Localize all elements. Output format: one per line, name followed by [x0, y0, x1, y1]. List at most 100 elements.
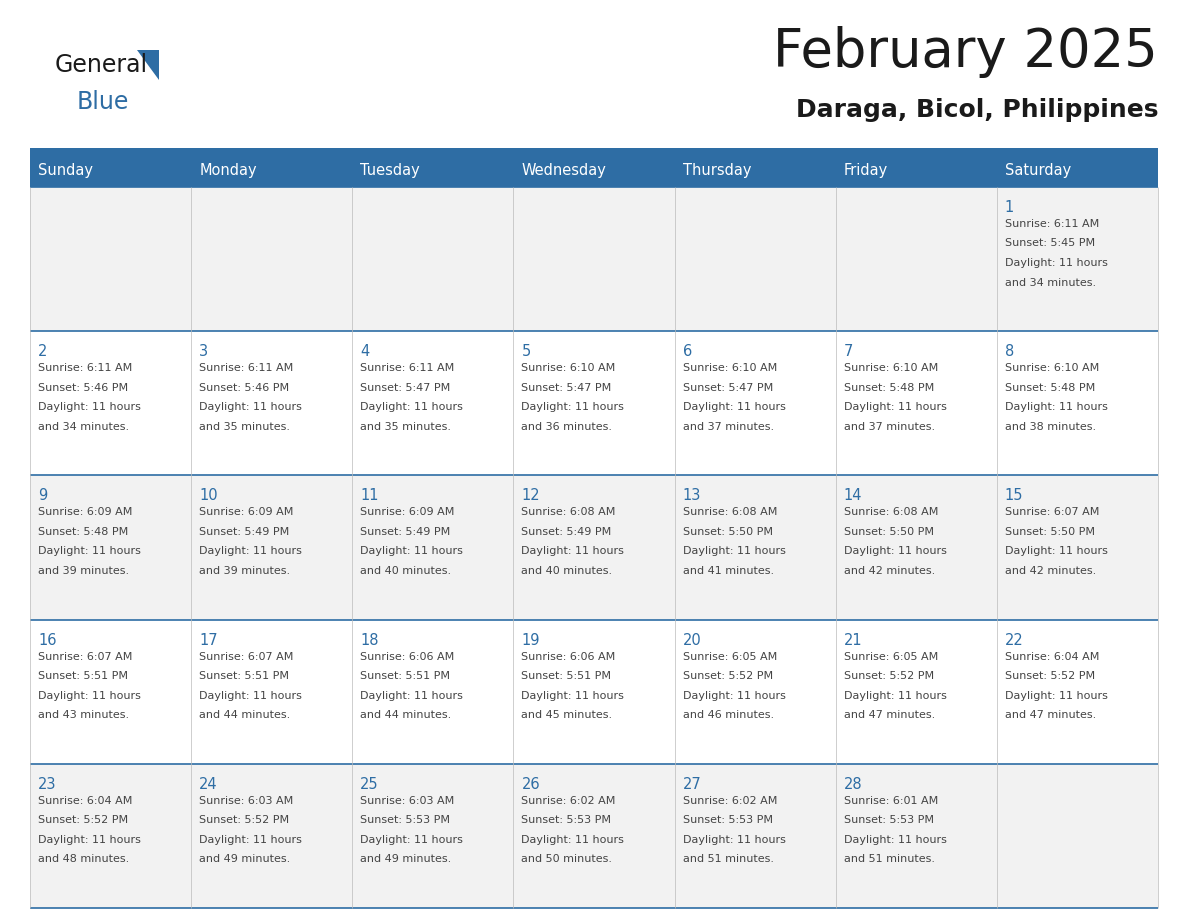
Text: 28: 28 — [843, 777, 862, 792]
Text: and 34 minutes.: and 34 minutes. — [38, 421, 129, 431]
Text: Saturday: Saturday — [1005, 163, 1072, 178]
Bar — [513, 155, 675, 187]
Text: 10: 10 — [200, 488, 217, 503]
Text: 2: 2 — [38, 344, 48, 359]
Text: Daylight: 11 hours: Daylight: 11 hours — [360, 690, 463, 700]
Text: Daraga, Bicol, Philippines: Daraga, Bicol, Philippines — [796, 98, 1158, 122]
Text: 14: 14 — [843, 488, 862, 503]
Text: Sunrise: 6:08 AM: Sunrise: 6:08 AM — [522, 508, 615, 518]
Text: Sunrise: 6:01 AM: Sunrise: 6:01 AM — [843, 796, 939, 806]
Text: Sunrise: 6:10 AM: Sunrise: 6:10 AM — [522, 364, 615, 374]
Text: February 2025: February 2025 — [773, 26, 1158, 78]
Text: Sunset: 5:48 PM: Sunset: 5:48 PM — [38, 527, 128, 537]
Bar — [675, 331, 835, 476]
Bar — [191, 187, 353, 331]
Text: and 34 minutes.: and 34 minutes. — [1005, 277, 1097, 287]
Text: Thursday: Thursday — [683, 163, 751, 178]
Text: Sunrise: 6:06 AM: Sunrise: 6:06 AM — [360, 652, 455, 662]
Text: and 51 minutes.: and 51 minutes. — [683, 855, 773, 865]
Text: and 42 minutes.: and 42 minutes. — [843, 565, 935, 576]
Bar — [675, 764, 835, 908]
Bar — [353, 620, 513, 764]
Text: and 36 minutes.: and 36 minutes. — [522, 421, 613, 431]
Text: and 38 minutes.: and 38 minutes. — [1005, 421, 1097, 431]
Text: Daylight: 11 hours: Daylight: 11 hours — [843, 834, 947, 845]
Text: 13: 13 — [683, 488, 701, 503]
Bar — [191, 764, 353, 908]
Bar — [353, 155, 513, 187]
Text: Sunrise: 6:03 AM: Sunrise: 6:03 AM — [360, 796, 455, 806]
Text: Sunset: 5:52 PM: Sunset: 5:52 PM — [200, 815, 289, 825]
Text: and 48 minutes.: and 48 minutes. — [38, 855, 129, 865]
Text: Daylight: 11 hours: Daylight: 11 hours — [38, 402, 141, 412]
Text: Daylight: 11 hours: Daylight: 11 hours — [38, 690, 141, 700]
Text: and 40 minutes.: and 40 minutes. — [360, 565, 451, 576]
Bar — [835, 187, 997, 331]
Bar — [30, 187, 191, 331]
Text: Sunrise: 6:03 AM: Sunrise: 6:03 AM — [200, 796, 293, 806]
Text: and 40 minutes.: and 40 minutes. — [522, 565, 613, 576]
Bar — [835, 764, 997, 908]
Text: Daylight: 11 hours: Daylight: 11 hours — [38, 546, 141, 556]
Text: Sunset: 5:51 PM: Sunset: 5:51 PM — [522, 671, 612, 681]
Text: Sunset: 5:52 PM: Sunset: 5:52 PM — [683, 671, 772, 681]
Text: Daylight: 11 hours: Daylight: 11 hours — [200, 546, 302, 556]
Text: Sunrise: 6:05 AM: Sunrise: 6:05 AM — [843, 652, 939, 662]
Text: Daylight: 11 hours: Daylight: 11 hours — [200, 690, 302, 700]
Bar — [513, 331, 675, 476]
Text: Daylight: 11 hours: Daylight: 11 hours — [1005, 258, 1107, 268]
Text: Daylight: 11 hours: Daylight: 11 hours — [360, 402, 463, 412]
Text: Sunset: 5:53 PM: Sunset: 5:53 PM — [843, 815, 934, 825]
Text: and 39 minutes.: and 39 minutes. — [38, 565, 129, 576]
Bar — [997, 476, 1158, 620]
Text: and 39 minutes.: and 39 minutes. — [200, 565, 290, 576]
Text: Daylight: 11 hours: Daylight: 11 hours — [843, 690, 947, 700]
Text: Sunset: 5:50 PM: Sunset: 5:50 PM — [843, 527, 934, 537]
Bar — [835, 331, 997, 476]
Text: Sunrise: 6:04 AM: Sunrise: 6:04 AM — [38, 796, 132, 806]
Bar — [191, 331, 353, 476]
Text: and 47 minutes.: and 47 minutes. — [843, 711, 935, 720]
Text: Sunset: 5:50 PM: Sunset: 5:50 PM — [683, 527, 772, 537]
Text: Sunrise: 6:08 AM: Sunrise: 6:08 AM — [683, 508, 777, 518]
Text: Sunrise: 6:09 AM: Sunrise: 6:09 AM — [360, 508, 455, 518]
Bar — [513, 764, 675, 908]
Bar — [997, 764, 1158, 908]
Text: Sunrise: 6:11 AM: Sunrise: 6:11 AM — [1005, 219, 1099, 229]
Text: Sunrise: 6:08 AM: Sunrise: 6:08 AM — [843, 508, 939, 518]
Text: Daylight: 11 hours: Daylight: 11 hours — [843, 546, 947, 556]
Text: and 46 minutes.: and 46 minutes. — [683, 711, 773, 720]
Bar — [30, 764, 191, 908]
Text: 8: 8 — [1005, 344, 1015, 359]
Bar — [30, 620, 191, 764]
Text: Sunrise: 6:07 AM: Sunrise: 6:07 AM — [38, 652, 132, 662]
Text: 1: 1 — [1005, 200, 1015, 215]
Bar — [30, 155, 191, 187]
Text: Sunset: 5:50 PM: Sunset: 5:50 PM — [1005, 527, 1095, 537]
Text: 20: 20 — [683, 633, 701, 647]
Text: Sunset: 5:52 PM: Sunset: 5:52 PM — [1005, 671, 1095, 681]
Text: Sunrise: 6:06 AM: Sunrise: 6:06 AM — [522, 652, 615, 662]
Text: and 51 minutes.: and 51 minutes. — [843, 855, 935, 865]
Text: Sunset: 5:47 PM: Sunset: 5:47 PM — [522, 383, 612, 393]
Bar — [353, 764, 513, 908]
Text: Sunrise: 6:02 AM: Sunrise: 6:02 AM — [522, 796, 615, 806]
Text: Daylight: 11 hours: Daylight: 11 hours — [200, 834, 302, 845]
Bar — [353, 476, 513, 620]
Bar — [353, 187, 513, 331]
Text: Daylight: 11 hours: Daylight: 11 hours — [360, 834, 463, 845]
Text: Sunrise: 6:10 AM: Sunrise: 6:10 AM — [843, 364, 939, 374]
Text: Sunset: 5:49 PM: Sunset: 5:49 PM — [360, 527, 450, 537]
Text: Sunset: 5:45 PM: Sunset: 5:45 PM — [1005, 239, 1095, 249]
Text: Sunrise: 6:07 AM: Sunrise: 6:07 AM — [1005, 508, 1099, 518]
Text: 25: 25 — [360, 777, 379, 792]
Bar — [675, 187, 835, 331]
Text: and 37 minutes.: and 37 minutes. — [683, 421, 773, 431]
Text: 21: 21 — [843, 633, 862, 647]
Text: Sunset: 5:51 PM: Sunset: 5:51 PM — [38, 671, 128, 681]
Text: and 35 minutes.: and 35 minutes. — [360, 421, 451, 431]
Text: 12: 12 — [522, 488, 541, 503]
Text: Friday: Friday — [843, 163, 887, 178]
Bar — [997, 331, 1158, 476]
Text: Monday: Monday — [200, 163, 257, 178]
